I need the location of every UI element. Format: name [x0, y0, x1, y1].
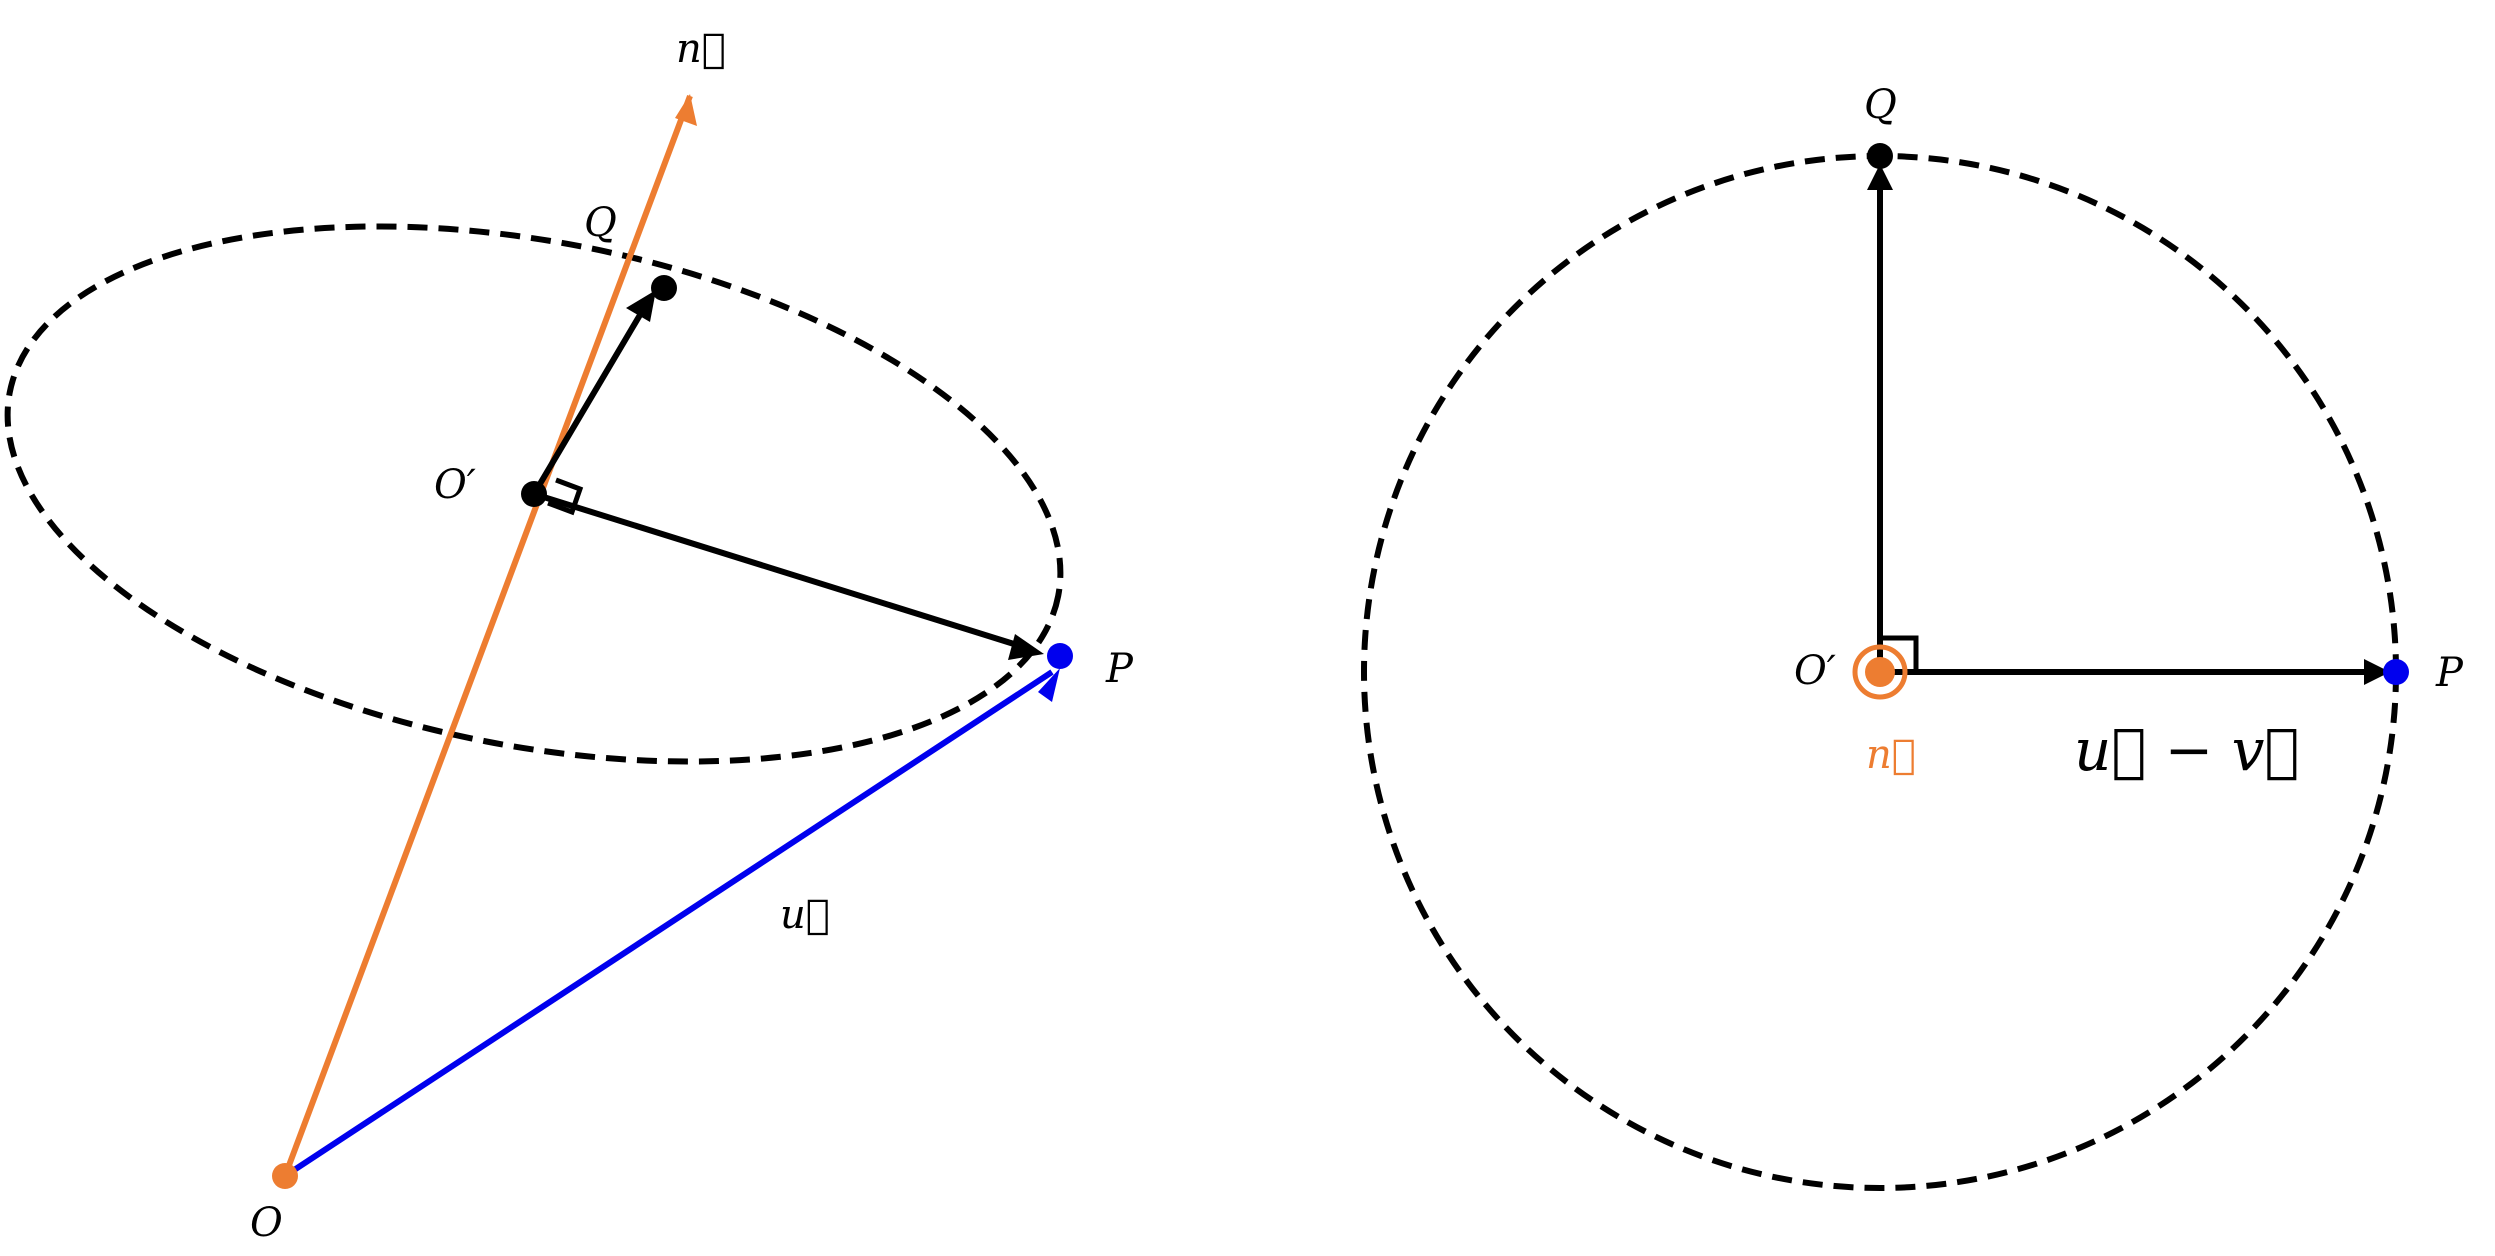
right-label-n: n⃗ — [1866, 732, 1916, 778]
point-p — [1047, 643, 1073, 669]
point-o-prime — [521, 481, 547, 507]
label-o-prime: O′ — [434, 462, 476, 508]
right-label-p: P — [2435, 650, 2464, 696]
right-label-o-prime: O′ — [1794, 648, 1836, 694]
vector-oprime-to-p-arrowhead — [1008, 634, 1044, 660]
right-label-q: Q — [1864, 82, 1897, 128]
normal-out-of-page-ring — [1852, 644, 1908, 700]
right-vector-oprime-to-p-arrowhead — [2364, 659, 2390, 685]
left-right-angle-marker — [547, 477, 584, 516]
label-u-minus-v: u⃗ − v⃗ — [2074, 716, 2299, 784]
label-q: Q — [584, 200, 617, 246]
label-p: P — [1105, 646, 1134, 692]
normal-vector-n — [282, 94, 693, 1178]
vector-oprime-to-q — [531, 296, 653, 496]
vector-oprime-to-p — [533, 491, 1031, 652]
point-q — [651, 275, 677, 301]
label-o: O — [250, 1200, 283, 1246]
label-n: n⃗ — [676, 26, 726, 72]
normal-arrowhead — [675, 94, 697, 126]
normal-out-of-page-dot — [1865, 657, 1895, 687]
right-diagram: Q O′ P n⃗ u⃗ − v⃗ — [1361, 82, 2464, 1191]
vector-oprime-to-q-arrowhead — [626, 290, 656, 322]
point-o — [272, 1163, 298, 1189]
vector-u-arrowhead — [1038, 668, 1060, 702]
left-dashed-circle — [4, 223, 1064, 765]
vector-u — [283, 669, 1054, 1179]
right-vector-oprime-to-q-arrowhead — [1867, 164, 1893, 190]
right-point-q — [1867, 143, 1893, 169]
label-u: u⃗ — [780, 892, 830, 938]
left-diagram: n⃗ Q O′ P u⃗ O — [4, 26, 1134, 1246]
right-right-angle-marker — [1880, 635, 1919, 672]
right-point-p — [2383, 659, 2409, 685]
